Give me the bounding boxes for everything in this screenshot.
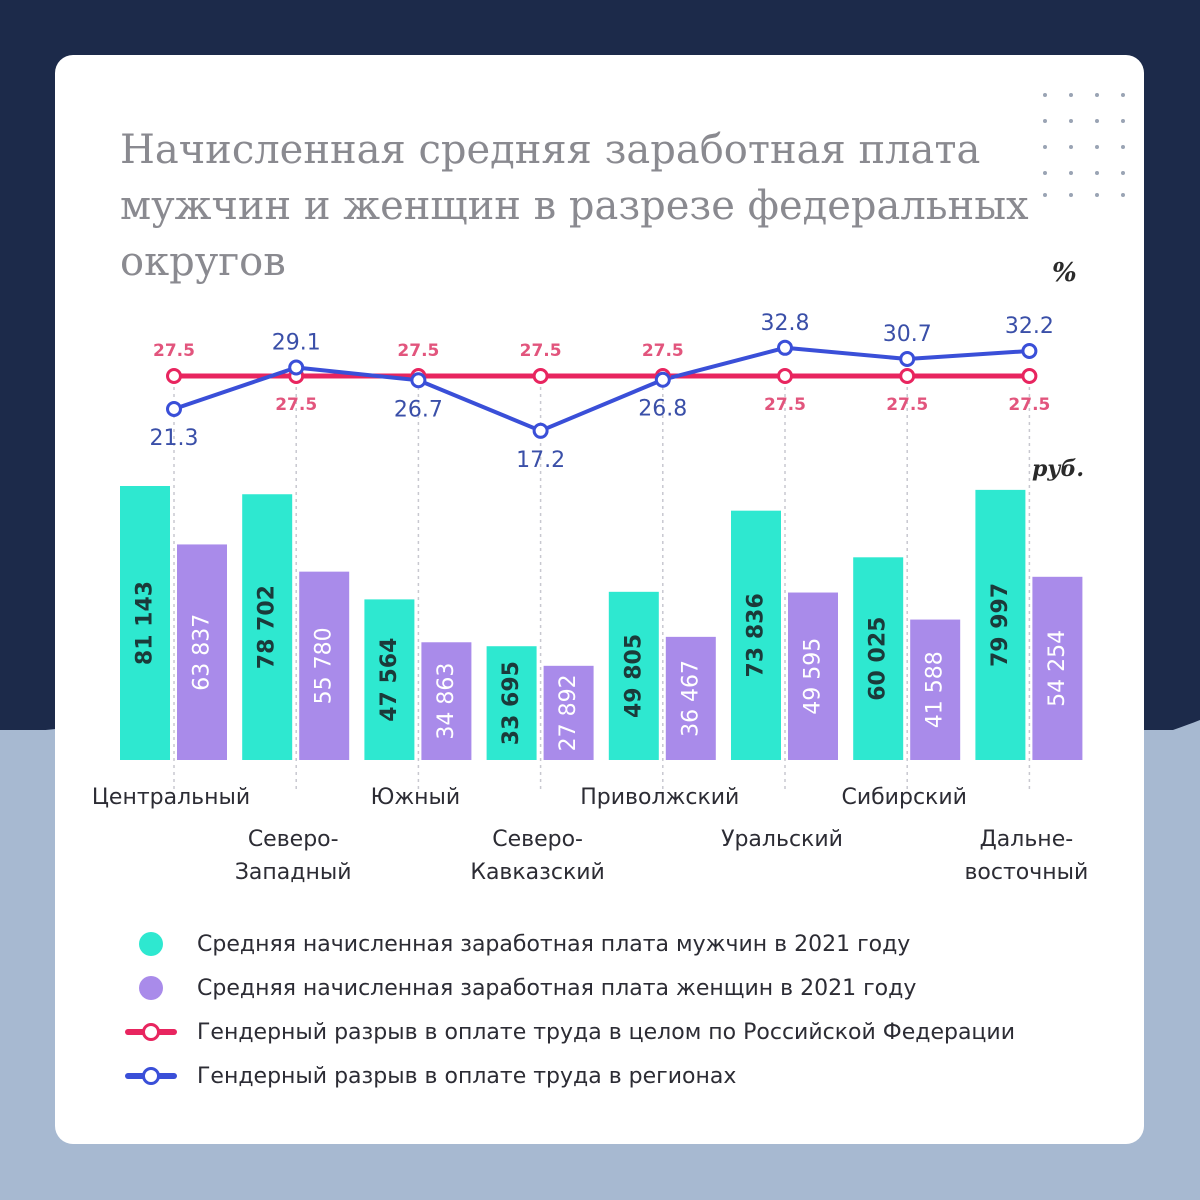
legend: Средняя начисленная заработная плата муж…: [125, 922, 1125, 1098]
bar-value-label: 55 780: [312, 627, 337, 704]
national-gap-value-label: 27.5: [520, 341, 562, 361]
legend-label: Средняя начисленная заработная плата жен…: [197, 975, 917, 1001]
regional-gap-value-label: 17.2: [516, 448, 565, 473]
national-gap-value-label: 27.5: [642, 341, 684, 361]
national-gap-point: [532, 368, 549, 384]
bar-value-label: 41 588: [923, 651, 948, 728]
bar-women: [177, 544, 227, 760]
regional-gap-point: [1021, 342, 1038, 359]
regional-gap-marker-icon: [142, 1067, 160, 1085]
infographic-card: [55, 55, 1144, 1144]
category-label: Дальне-: [980, 827, 1074, 852]
regional-gap-value-label: 26.7: [394, 397, 443, 422]
regional-gap-value-label: 21.3: [150, 426, 199, 451]
bar-value-label: 49 595: [801, 638, 826, 715]
regional-gap-line: [173, 345, 1030, 433]
national-gap-value-label: 27.5: [1008, 395, 1050, 415]
bar-women: [543, 665, 594, 760]
category-label: Приволжский: [580, 785, 739, 810]
bar-women: [1032, 576, 1083, 760]
bar-value-label: 79 997: [988, 583, 1013, 667]
bar-men: [364, 599, 415, 760]
national-gap-marker-icon: [142, 1023, 160, 1041]
bar-women: [421, 642, 472, 760]
category-label: Северо-: [248, 827, 339, 852]
category-label: Уральский: [721, 827, 843, 852]
bar-women: [910, 619, 961, 760]
bar-men: [975, 489, 1026, 760]
category-label: Сибирский: [841, 785, 966, 810]
women-swatch-icon: [139, 976, 163, 1000]
national-gap-point: [899, 368, 916, 384]
bar-value-label: 47 564: [377, 638, 402, 722]
regional-gap-point: [166, 400, 182, 417]
bar-women: [299, 571, 350, 760]
regional-gap-value-label: 32.2: [1005, 314, 1054, 339]
category-label: Центральный: [92, 785, 250, 810]
legend-item-women: Средняя начисленная заработная плата жен…: [125, 966, 1125, 1010]
chart-title: Начисленная средняя заработная плата муж…: [120, 127, 1029, 285]
bar-value-label: 36 467: [678, 660, 703, 737]
legend-item-regional-gap: Гендерный разрыв в оплате труда в регион…: [125, 1054, 1125, 1098]
national-gap-value-label: 27.5: [764, 395, 806, 415]
national-gap-value-label: 27.5: [886, 395, 928, 415]
national-gap-value-label: 27.5: [397, 341, 439, 361]
bar-men: [242, 494, 293, 760]
legend-item-national-gap: Гендерный разрыв в оплате труда в целом …: [125, 1010, 1125, 1054]
bar-men: [608, 591, 659, 760]
category-label: Северо-: [492, 827, 583, 852]
legend-item-men: Средняя начисленная заработная плата муж…: [125, 922, 1125, 966]
national-gap-point: [1021, 368, 1038, 384]
bar-value-label: 49 805: [621, 634, 646, 718]
legend-label: Гендерный разрыв в оплате труда в целом …: [197, 1019, 1016, 1045]
regional-gap-point: [410, 372, 427, 389]
regional-gap-value-label: 32.8: [761, 311, 810, 336]
bar-value-label: 81 143: [133, 581, 158, 665]
regional-gap-point: [654, 371, 671, 388]
dots-decoration: [1043, 93, 1125, 197]
men-swatch-icon: [139, 932, 163, 956]
regional-gap-point: [899, 350, 916, 367]
category-label: Южный: [371, 785, 461, 810]
bar-value-label: 78 702: [255, 585, 280, 669]
legend-label: Средняя начисленная заработная плата муж…: [197, 931, 911, 957]
regional-gap-point: [532, 422, 549, 439]
bar-men: [486, 646, 537, 760]
bar-value-label: 34 863: [434, 663, 459, 740]
percent-unit-label: %: [1052, 258, 1077, 288]
regional-gap-point: [288, 359, 305, 376]
national-gap-point: [166, 368, 182, 384]
bar-women: [788, 592, 838, 760]
category-label: восточный: [964, 860, 1088, 885]
legend-label: Гендерный разрыв в оплате труда в регион…: [197, 1063, 737, 1089]
bar-value-label: 63 837: [190, 614, 215, 691]
national-gap-value-label: 27.5: [275, 395, 317, 415]
bar-value-label: 33 695: [499, 661, 524, 745]
bar-value-label: 54 254: [1045, 630, 1070, 707]
bar-value-label: 73 836: [744, 593, 769, 677]
bar-value-label: 60 025: [866, 617, 891, 701]
regional-gap-value-label: 26.8: [638, 397, 687, 422]
national-gap-point: [777, 368, 793, 384]
category-label: Западный: [235, 860, 352, 885]
regional-gap-point: [777, 339, 793, 356]
bar-women: [665, 636, 716, 760]
regional-gap-value-label: 29.1: [272, 330, 321, 355]
bar-men: [853, 557, 904, 760]
category-label: Кавказский: [470, 860, 605, 885]
bar-value-label: 27 892: [556, 674, 581, 751]
bar-men: [731, 510, 781, 760]
regional-gap-value-label: 30.7: [883, 322, 932, 347]
national-gap-value-label: 27.5: [153, 341, 195, 361]
rubles-unit-label: руб.: [1032, 456, 1085, 482]
bar-men: [120, 486, 170, 760]
